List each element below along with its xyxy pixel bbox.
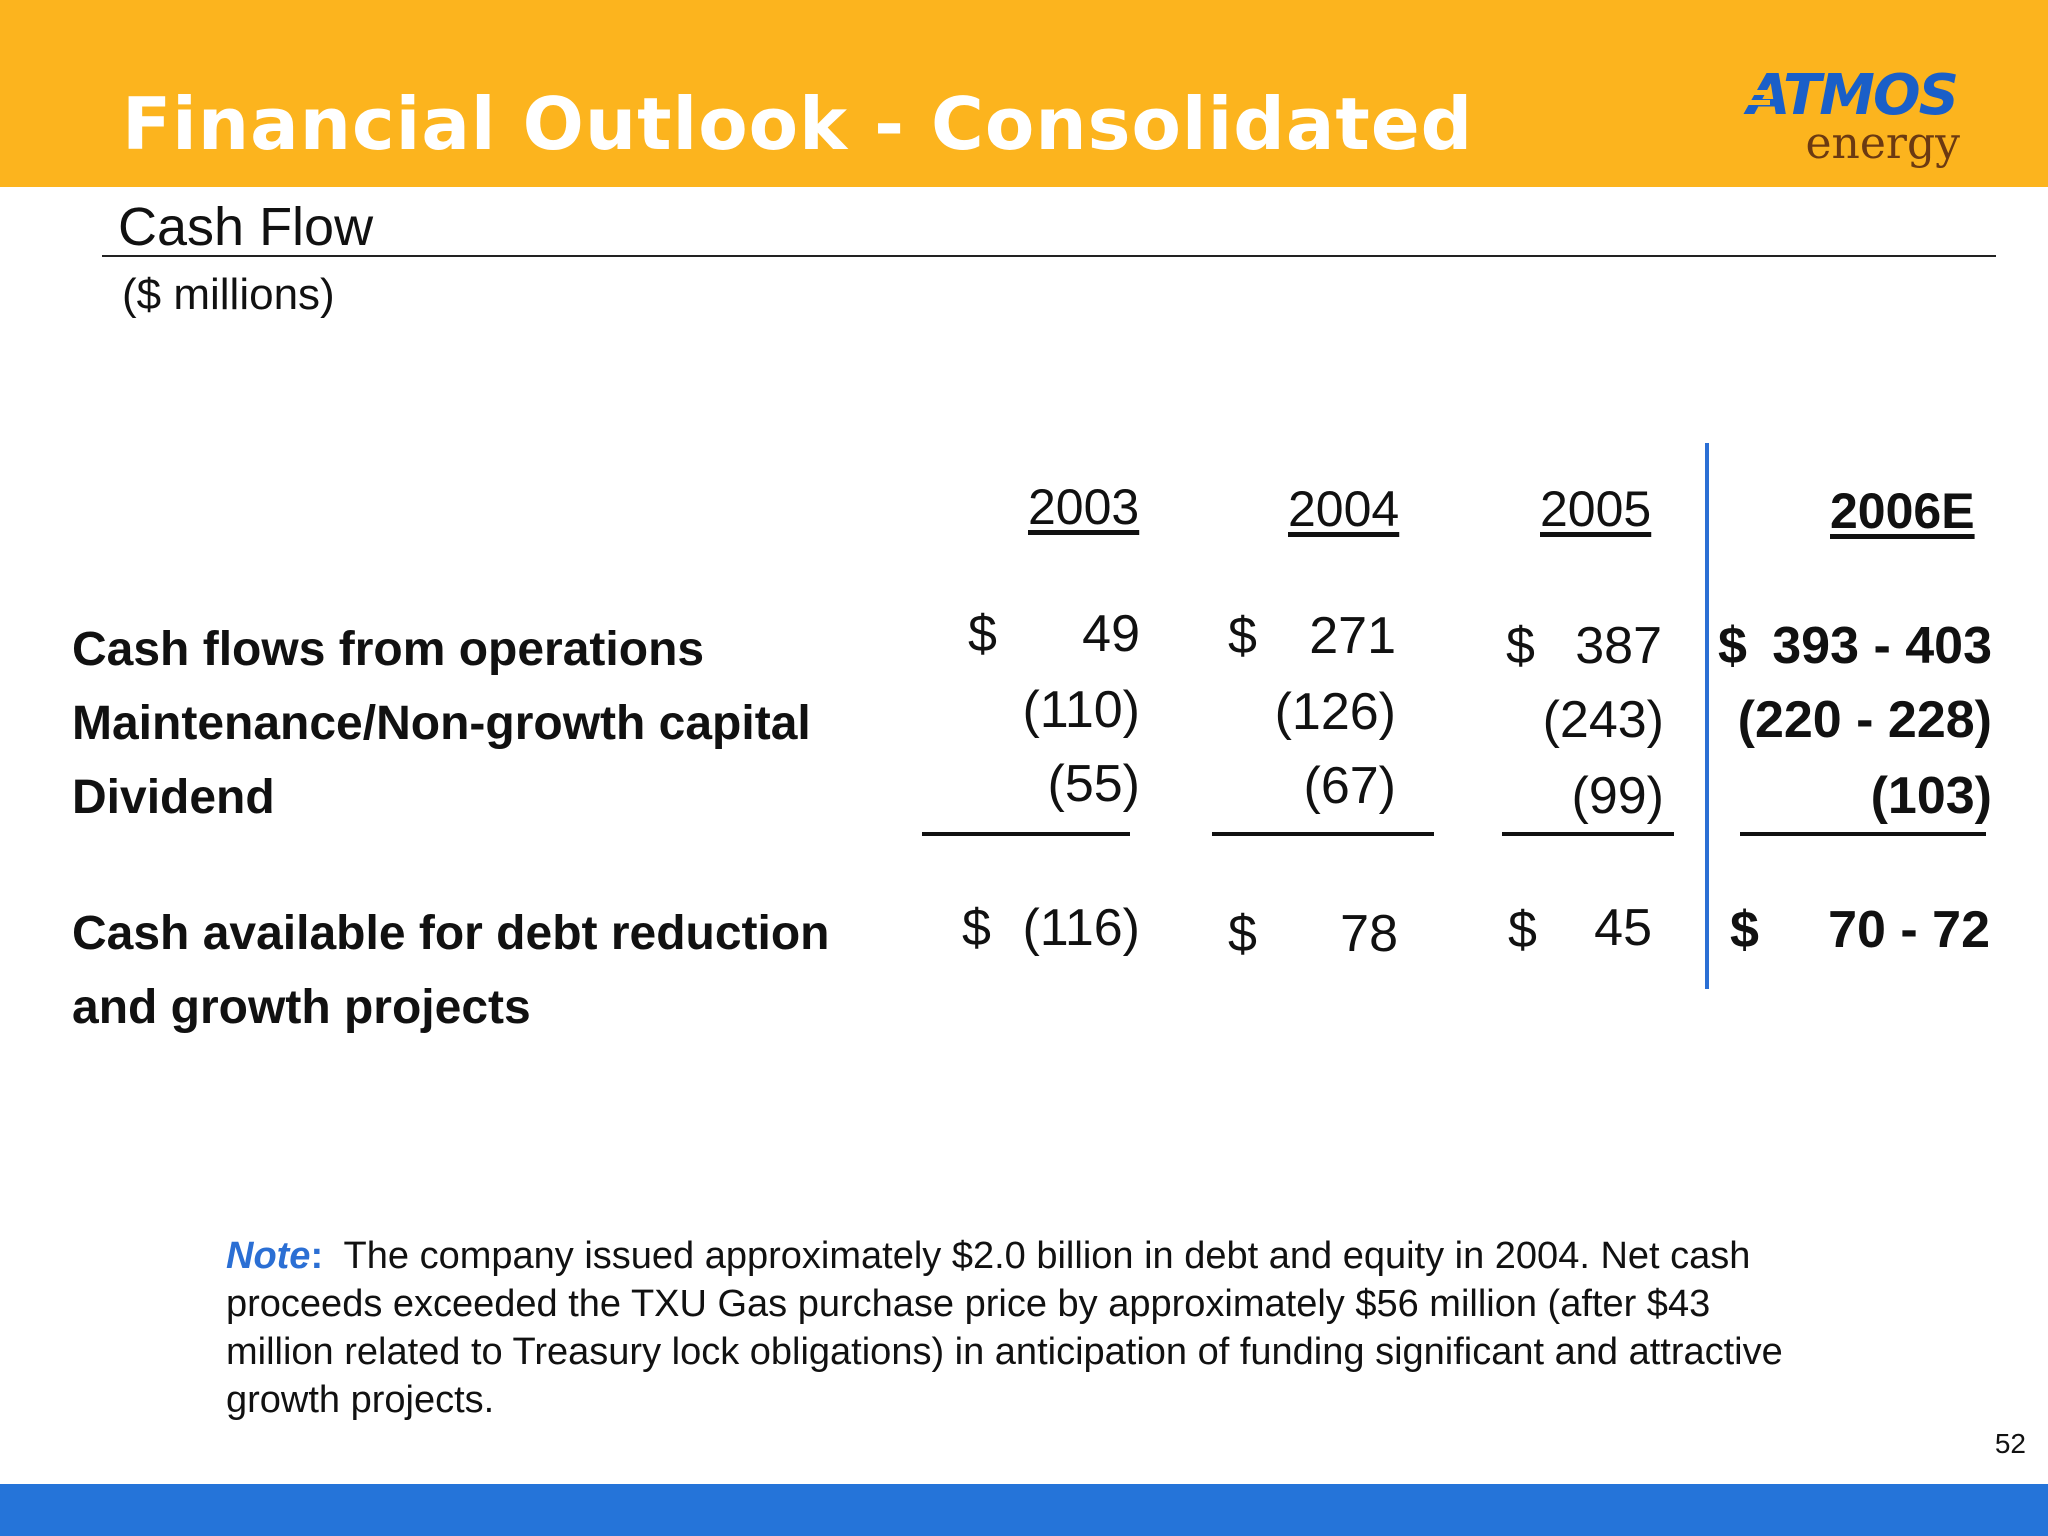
column-header-2006e: 2006E (1830, 483, 1975, 539)
header-bar: Financial Outlook - Consolidated ATMOS e… (0, 0, 2048, 187)
estimate-divider (1705, 443, 1709, 989)
logo-wordmark-top: ATMOS (1743, 63, 1957, 128)
column-header-2003: 2003 (1028, 479, 1140, 535)
atmos-energy-logo: ATMOS energy (1740, 63, 1961, 169)
units-label: ($ millions) (122, 270, 335, 319)
dollar-sign: $ (1508, 901, 1537, 959)
dollar-sign: $ (1228, 905, 1257, 963)
cell-operations-2006e: 393 - 403 (1772, 617, 1992, 675)
dollar-sign: $ (962, 899, 991, 957)
row-label-dividend: Dividend (72, 771, 275, 824)
cell-dividend-2005: (99) (1571, 767, 1664, 825)
row-label-total-line1: Cash available for debt reduction (72, 907, 830, 960)
page-number: 52 (1994, 1428, 2026, 1459)
dollar-sign: $ (1506, 617, 1535, 675)
section-subtitle: Cash Flow (118, 197, 374, 257)
cell-total-2003: (116) (1022, 899, 1140, 957)
row-label-maintenance: Maintenance/Non-growth capital (72, 697, 811, 750)
total-rule-2003 (922, 832, 1130, 836)
note-label: Note (226, 1235, 311, 1277)
subtitle-rule (102, 255, 1996, 257)
dollar-sign: $ (968, 605, 997, 663)
cell-maintenance-2004: (126) (1274, 683, 1396, 741)
cell-total-2005: 45 (1594, 899, 1652, 957)
logo-wordmark-bottom: energy (1806, 118, 1961, 169)
footer-bar (0, 1484, 2048, 1536)
dollar-sign: $ (1730, 901, 1759, 959)
cell-dividend-2006e: (103) (1870, 767, 1992, 825)
cell-total-2006e: 70 - 72 (1828, 901, 1990, 959)
note-colon: : (310, 1235, 324, 1277)
cell-operations-2004: 271 (1309, 607, 1396, 665)
row-label-operations: Cash flows from operations (72, 623, 705, 676)
total-rule-2004 (1212, 832, 1434, 836)
cell-operations-2005: 387 (1575, 617, 1662, 675)
row-label-total-line2: and growth projects (72, 981, 531, 1034)
cell-dividend-2004: (67) (1303, 757, 1396, 815)
cell-dividend-2003: (55) (1047, 755, 1140, 813)
cell-operations-2003: 49 (1082, 605, 1140, 663)
dollar-sign: $ (1718, 617, 1747, 675)
cell-maintenance-2003: (110) (1022, 681, 1140, 739)
page-title: Financial Outlook - Consolidated (122, 82, 1474, 166)
total-rule-2005 (1502, 832, 1674, 836)
cell-maintenance-2006e: (220 - 228) (1737, 691, 1992, 749)
note-text: The company issued approximately $2.0 bi… (226, 1235, 1783, 1421)
footnote: Note: The company issued approximately $… (226, 1232, 1826, 1424)
column-header-2004: 2004 (1288, 481, 1400, 537)
total-rule-2006e (1740, 832, 1986, 836)
dollar-sign: $ (1228, 607, 1257, 665)
cell-maintenance-2005: (243) (1542, 691, 1664, 749)
cell-total-2004: 78 (1340, 905, 1398, 963)
column-header-2005: 2005 (1540, 481, 1652, 537)
